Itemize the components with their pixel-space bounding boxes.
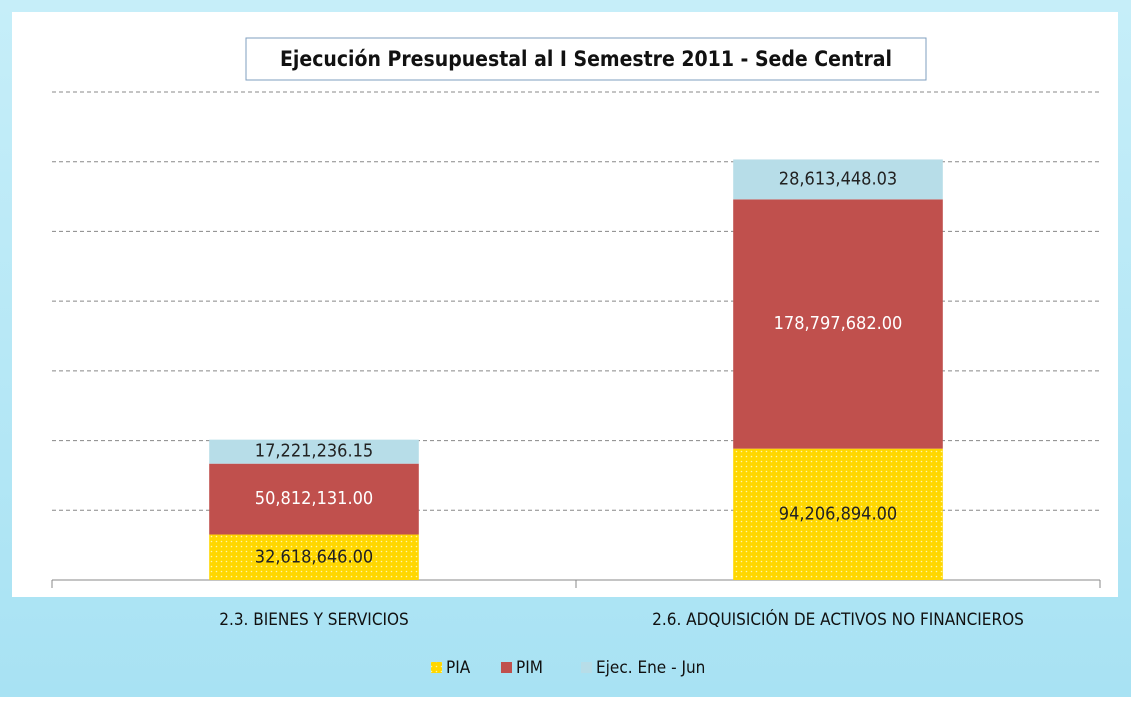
legend-label: PIM bbox=[516, 658, 543, 678]
x-tick-label: 2.3. BIENES Y SERVICIOS bbox=[219, 610, 409, 630]
bar-segment bbox=[209, 463, 419, 535]
legend-label: Ejec. Ene - Jun bbox=[596, 658, 705, 678]
legend-swatch bbox=[581, 662, 592, 673]
bar-segment bbox=[209, 439, 419, 464]
x-tick-label: 2.6. ADQUISICIÓN DE ACTIVOS NO FINANCIER… bbox=[652, 608, 1024, 630]
data-label: 28,613,448.03 bbox=[779, 168, 897, 189]
title-box bbox=[245, 37, 927, 81]
bar-segment bbox=[209, 534, 419, 580]
bar-segment bbox=[733, 448, 943, 580]
chart-title: Ejecución Presupuestal al I Semestre 201… bbox=[280, 47, 892, 71]
bar-segment bbox=[733, 199, 943, 449]
data-label: 94,206,894.00 bbox=[779, 503, 897, 524]
legend-swatch bbox=[431, 662, 442, 673]
data-label: 178,797,682.00 bbox=[774, 313, 903, 334]
legend-label: PIA bbox=[446, 658, 471, 678]
data-label: 32,618,646.00 bbox=[255, 546, 373, 567]
legend-swatch bbox=[501, 662, 512, 673]
data-label: 17,221,236.15 bbox=[255, 441, 373, 462]
bar-segment bbox=[733, 159, 943, 200]
plot-background bbox=[12, 12, 1118, 597]
data-label: 50,812,131.00 bbox=[255, 488, 373, 509]
